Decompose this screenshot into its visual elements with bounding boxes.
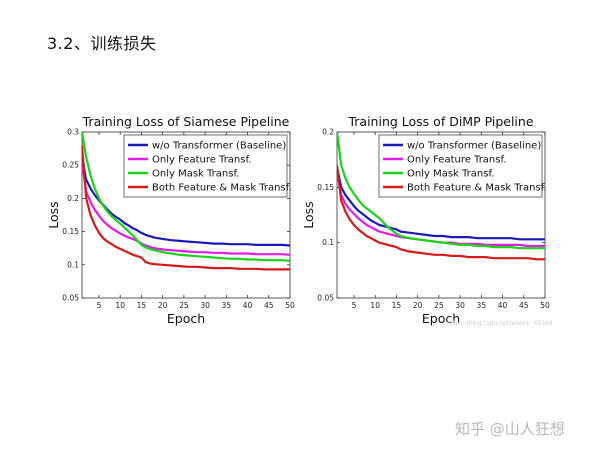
legend-label-1: w/o Transformer (Baseline)	[152, 141, 286, 152]
legend-label-1: w/o Transformer (Baseline)	[407, 141, 541, 152]
y-axis-label: Loss	[46, 201, 61, 228]
faint-source-url: https://blog.csdn.net/weixin_43568	[447, 320, 553, 327]
series-line-1	[337, 167, 545, 241]
x-tick-label: 30	[455, 301, 465, 310]
legend-label-3: Only Mask Transf.	[407, 169, 494, 180]
x-tick-label: 20	[158, 301, 168, 310]
series-line-3	[82, 132, 290, 262]
x-tick-label: 50	[540, 301, 550, 310]
y-tick-label: 0.05	[317, 294, 334, 303]
legend-box	[123, 134, 288, 198]
x-tick-label: 15	[392, 301, 402, 310]
y-tick-label: 0.2	[322, 128, 334, 137]
series-line-2	[82, 161, 290, 256]
y-tick-label: 0.25	[62, 161, 79, 170]
x-tick-label: 35	[222, 301, 232, 310]
x-tick-label: 45	[519, 301, 529, 310]
chart-title: Training Loss of DiMP Pipeline	[347, 114, 533, 129]
y-tick-label: 0.3	[67, 128, 79, 137]
x-tick-label: 35	[477, 301, 487, 310]
y-tick-label: 0.1	[67, 260, 79, 269]
legend-label-4: Both Feature & Mask Transf.	[407, 183, 547, 194]
y-tick-label: 0.15	[62, 227, 79, 236]
x-tick-label: 40	[498, 301, 508, 310]
x-tick-label: 10	[370, 301, 380, 310]
legend-box	[378, 134, 543, 198]
series-line-3	[337, 132, 545, 250]
legend-label-2: Only Feature Transf.	[152, 155, 251, 166]
x-tick-label: 45	[264, 301, 274, 310]
x-tick-label: 40	[243, 301, 253, 310]
x-axis-label: Epoch	[422, 311, 460, 326]
y-tick-label: 0.15	[317, 183, 334, 192]
x-tick-label: 5	[352, 301, 357, 310]
y-tick-label: 0.05	[62, 294, 79, 303]
x-tick-label: 50	[285, 301, 295, 310]
chart-title: Training Loss of Siamese Pipeline	[82, 114, 290, 129]
legend-label-4: Both Feature & Mask Transf.	[152, 183, 292, 194]
y-tick-label: 0.2	[67, 194, 79, 203]
x-axis-label: Epoch	[167, 311, 205, 326]
zhihu-watermark: 知乎 @山人狂想	[455, 420, 565, 438]
x-tick-label: 20	[413, 301, 423, 310]
y-tick-label: 0.1	[322, 238, 334, 247]
y-axis-label: Loss	[301, 201, 316, 228]
legend-label-3: Only Mask Transf.	[152, 169, 239, 180]
x-tick-label: 15	[137, 301, 147, 310]
siamese-loss-chart: Training Loss of Siamese Pipeline 5 10 15 20…	[46, 114, 295, 326]
x-tick-label: 25	[434, 301, 444, 310]
series-line-4	[337, 165, 545, 261]
x-tick-label: 30	[200, 301, 210, 310]
series-line-4	[82, 145, 290, 271]
x-tick-label: 5	[97, 301, 102, 310]
dimp-loss-chart: Training Loss of DiMP Pipeline 5 10 15 20 25 3…	[301, 114, 550, 326]
x-tick-label: 25	[179, 301, 189, 310]
x-tick-label: 10	[115, 301, 125, 310]
legend-label-2: Only Feature Transf.	[407, 155, 506, 166]
section-heading: 3.2、训练损失	[47, 34, 157, 53]
